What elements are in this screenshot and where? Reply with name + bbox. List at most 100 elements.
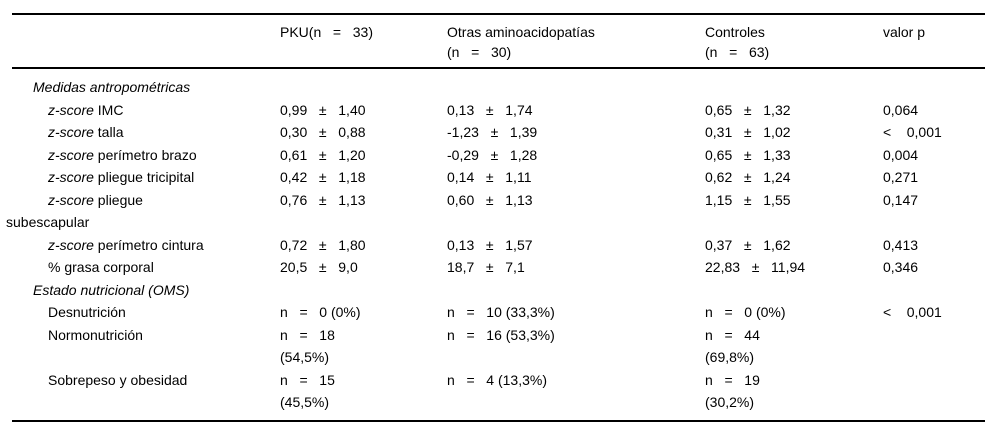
value-cell: n = 0 (0%)	[705, 304, 786, 320]
value-cell: 22,83 ± 11,94	[705, 259, 806, 275]
label-text: Desnutrición	[48, 304, 126, 320]
row-label-cell: z-score pliegue subescapular	[6, 189, 280, 234]
p-value-cell: 0,271	[883, 169, 919, 185]
value-cell: 0,42 ± 1,18	[280, 169, 366, 185]
header-row: PKU(n = 33) Otras aminoacidopatías (n = …	[12, 13, 985, 69]
table-row: Normonutrición n = 18 (54,5%) n = 16 (53,3…	[12, 324, 985, 369]
row-label: Medidas antropométricas	[6, 76, 280, 99]
table-row: z-score talla 0,30 ± 0,88 -1,23 ± 1,39 0,31…	[12, 121, 985, 144]
table-row: z-score pliegue tricipital 0,42 ± 1,18 0,1…	[12, 166, 985, 189]
label-text: perímetro cintura	[93, 236, 204, 253]
value-cell	[280, 68, 447, 99]
table-row: Sobrepeso y obesidad n = 15 (45,5%) n = 4 …	[12, 368, 985, 422]
table-row: % grasa corporal 20,5 ± 9,0 18,7 ± 7,1 22,8…	[12, 256, 985, 279]
value-cell: 0,65 ± 1,32	[705, 101, 791, 118]
italic-label-part: Estado nutricional (OMS)	[33, 281, 190, 298]
row-label-cell: Normonutrición	[12, 324, 280, 369]
value-cell: n = 19 (30,2%)	[705, 368, 875, 422]
p-value-cell	[875, 324, 985, 369]
row-label: Normonutrición	[6, 324, 280, 347]
value-cell: 0,61 ± 1,20	[280, 146, 366, 163]
table-body: Medidas antropométricas z-score IMC 0,99 ±…	[6, 68, 985, 422]
value-cell: n = 15 (45,5%)	[280, 368, 447, 422]
value-cell: 0,65 ± 1,33	[705, 146, 791, 163]
value-cell: 1,15 ± 1,55	[705, 191, 791, 208]
table-row: z-score IMC 0,99 ± 1,40 0,13 ± 1,74 0,65 ± …	[12, 99, 985, 122]
p-value-cell	[875, 368, 985, 422]
row-label-cell: z-score pliegue tricipital	[12, 166, 280, 189]
value-cell: n = 18 (54,5%)	[280, 326, 335, 366]
table-row: Desnutrición n = 0 (0%) n = 10 (33,3%) n = …	[12, 301, 985, 324]
table-row: z-score perímetro cintura 0,72 ± 1,80 0,13…	[12, 234, 985, 257]
row-label-cell: Desnutrición	[12, 301, 280, 324]
row-label: Estado nutricional (OMS)	[6, 279, 280, 302]
label-text: % grasa corporal	[48, 259, 154, 275]
table-row: z-score perímetro brazo 0,61 ± 1,20 -0,29 …	[12, 144, 985, 167]
italic-label-part: z-score	[48, 124, 94, 140]
section-label-cell: Medidas antropométricas	[12, 68, 280, 99]
p-value-cell: 0,064	[883, 101, 919, 118]
p-value-cell: 0,413	[883, 236, 919, 253]
value-cell: 0,31 ± 1,02	[705, 124, 791, 140]
row-label: z-score pliegue tricipital	[6, 166, 280, 189]
value-cell	[447, 68, 705, 99]
label-text: pliegue subescapular	[6, 191, 143, 231]
italic-label-part: z-score	[48, 169, 94, 185]
row-label-cell: % grasa corporal	[12, 256, 280, 279]
italic-label-part: z-score	[48, 146, 94, 163]
row-label: z-score perímetro brazo	[6, 144, 280, 167]
italic-label-part: z-score	[48, 101, 94, 118]
italic-label-part: z-score	[48, 191, 94, 208]
value-cell	[280, 279, 447, 302]
row-label: z-score perímetro cintura	[6, 234, 280, 257]
row-label: z-score pliegue subescapular	[6, 189, 280, 234]
table-row: z-score pliegue subescapular 0,76 ± 1,13 0…	[6, 189, 985, 234]
value-cell	[447, 279, 705, 302]
p-value-cell	[875, 68, 985, 99]
table-row: Medidas antropométricas	[12, 68, 985, 99]
p-value-cell: 0,147	[883, 191, 919, 208]
value-cell: 0,30 ± 0,88	[280, 124, 366, 140]
italic-label-part: Medidas antropométricas	[33, 79, 191, 95]
value-cell: 0,14 ± 1,11	[447, 169, 532, 185]
value-cell: n = 44 (69,8%)	[705, 326, 760, 366]
header-controles: Controles (n = 63)	[705, 13, 875, 69]
value-cell: -1,23 ± 1,39	[447, 124, 538, 140]
row-label-cell: z-score IMC	[12, 99, 280, 122]
italic-label-part: z-score	[48, 236, 94, 253]
row-label: Desnutrición	[6, 301, 280, 324]
value-cell: n = 16 (53,3%)	[447, 326, 555, 343]
table-row: Estado nutricional (OMS)	[12, 279, 985, 302]
row-label: z-score talla	[6, 121, 280, 144]
anthropometry-table: PKU(n = 33) Otras aminoacidopatías (n = …	[6, 13, 985, 422]
value-cell: 0,13 ± 1,57	[447, 236, 533, 253]
label-text: perímetro brazo	[93, 146, 197, 163]
value-cell: 18,7 ± 7,1	[447, 259, 525, 275]
label-text: Normonutrición	[48, 326, 143, 343]
value-cell: 0,37 ± 1,62	[705, 236, 791, 253]
label-text: IMC	[93, 101, 124, 118]
value-cell: 0,13 ± 1,74	[447, 101, 533, 118]
p-value-cell: 0,004	[883, 146, 919, 163]
p-value-cell: 0,346	[883, 259, 919, 275]
header-otras-aminoacidopatias: Otras aminoacidopatías (n = 30)	[447, 13, 705, 69]
header-pku: PKU(n = 33)	[280, 13, 447, 69]
row-label: z-score IMC	[6, 99, 280, 122]
header-empty-cell	[12, 13, 280, 69]
value-cell: 0,60 ± 1,13	[447, 191, 533, 208]
value-cell: n = 4 (13,3%)	[447, 368, 705, 422]
value-cell: 0,99 ± 1,40	[280, 101, 366, 118]
value-cell: 20,5 ± 9,0	[280, 259, 358, 275]
p-value-cell: < 0,001	[883, 124, 942, 140]
row-label-cell: z-score talla	[12, 121, 280, 144]
label-text: talla	[93, 124, 124, 140]
value-cell: n = 10 (33,3%)	[447, 304, 555, 320]
row-label: % grasa corporal	[6, 256, 280, 279]
value-cell: n = 0 (0%)	[280, 304, 361, 320]
row-label-cell: z-score perímetro cintura	[12, 234, 280, 257]
value-cell	[705, 279, 875, 302]
label-text: Sobrepeso y obesidad	[48, 371, 188, 388]
header-valor-p: valor p	[875, 13, 985, 69]
p-value-cell	[875, 279, 985, 302]
label-text: pliegue tricipital	[93, 169, 195, 185]
